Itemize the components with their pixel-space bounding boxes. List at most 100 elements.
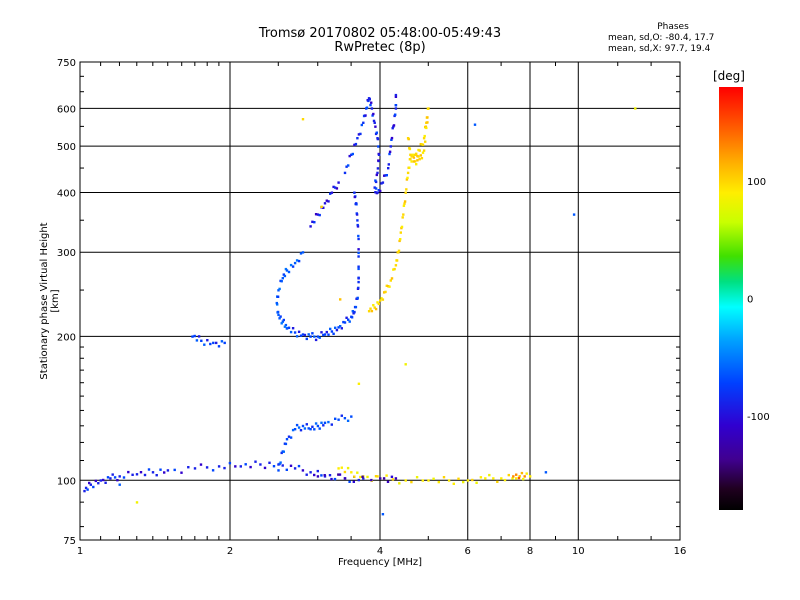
- y-tick-label: 750: [57, 58, 76, 69]
- y-tick-label: 300: [57, 248, 76, 259]
- data-point: [409, 153, 412, 156]
- data-point: [191, 335, 194, 338]
- data-point: [348, 154, 351, 158]
- phase-stats: Phases mean, sd,O: -80.4, 17.7 mean, sd,…: [608, 22, 738, 55]
- data-point: [289, 330, 293, 334]
- data-point: [320, 421, 323, 424]
- data-point: [334, 186, 337, 189]
- data-point: [322, 424, 325, 427]
- data-point: [398, 482, 401, 485]
- data-point: [318, 427, 321, 430]
- data-point: [342, 320, 345, 324]
- data-point: [338, 473, 342, 476]
- data-point: [291, 327, 295, 330]
- data-point: [390, 277, 394, 280]
- data-point: [200, 339, 203, 342]
- data-point: [410, 480, 413, 484]
- data-point: [394, 264, 398, 267]
- data-point: [234, 465, 237, 468]
- data-point: [299, 334, 303, 337]
- data-point: [397, 249, 401, 252]
- data-point: [283, 325, 287, 328]
- data-point: [285, 468, 288, 471]
- data-point: [492, 477, 495, 480]
- data-point: [297, 330, 301, 333]
- data-point: [244, 463, 247, 466]
- data-point: [301, 118, 305, 121]
- data-point: [410, 160, 413, 163]
- data-point: [372, 119, 376, 123]
- data-point: [447, 479, 451, 482]
- data-point: [408, 147, 411, 150]
- data-point: [314, 213, 318, 216]
- data-point: [109, 477, 112, 480]
- data-point: [209, 342, 212, 346]
- x-tick-label: 16: [674, 546, 687, 557]
- data-point: [343, 171, 347, 175]
- data-point: [412, 160, 416, 163]
- data-point: [394, 107, 398, 110]
- data-point: [379, 189, 382, 193]
- data-point: [356, 296, 359, 300]
- data-point: [339, 298, 342, 301]
- data-point: [404, 363, 407, 366]
- data-point: [515, 473, 518, 476]
- data-point: [309, 428, 312, 431]
- data-point: [339, 325, 342, 328]
- data-point: [391, 478, 395, 481]
- data-point: [387, 163, 390, 166]
- data-point: [99, 479, 102, 482]
- data-point: [353, 310, 356, 314]
- data-point: [356, 219, 359, 222]
- chart-title: Tromsø 20170802 05:48:00-05:49:43 RwPret…: [230, 27, 530, 55]
- x-tick-label: 1: [77, 546, 83, 557]
- data-point: [390, 475, 394, 478]
- data-point: [239, 465, 242, 468]
- data-point: [337, 467, 340, 470]
- data-point: [278, 317, 281, 320]
- data-point: [427, 479, 430, 482]
- data-point: [309, 471, 312, 474]
- data-point: [496, 480, 499, 483]
- data-point: [355, 212, 358, 215]
- data-point: [281, 320, 284, 323]
- data-point: [423, 134, 426, 138]
- data-point: [500, 477, 503, 480]
- data-point: [277, 289, 280, 292]
- data-point: [377, 302, 380, 306]
- data-point: [276, 295, 280, 298]
- data-point: [278, 462, 281, 466]
- data-point: [277, 469, 280, 472]
- data-point: [376, 191, 379, 194]
- data-point: [357, 248, 360, 251]
- data-point: [345, 165, 348, 168]
- data-point: [437, 480, 440, 484]
- data-point: [442, 476, 446, 479]
- data-point: [254, 460, 257, 463]
- data-point: [375, 173, 378, 177]
- data-point: [357, 280, 360, 284]
- data-point: [279, 461, 282, 464]
- data-point: [397, 251, 400, 254]
- data-point: [475, 481, 478, 484]
- data-point: [408, 166, 411, 169]
- data-point: [367, 99, 370, 103]
- data-point: [275, 301, 278, 305]
- colorbar: [719, 87, 743, 510]
- data-point: [323, 421, 327, 424]
- data-point: [426, 121, 429, 124]
- data-point: [373, 306, 376, 309]
- data-point: [343, 321, 347, 324]
- data-point: [473, 123, 477, 126]
- data-point: [281, 277, 284, 280]
- data-point: [316, 475, 320, 478]
- data-point: [369, 103, 372, 107]
- data-point: [223, 341, 226, 345]
- data-point: [399, 238, 402, 241]
- data-point: [370, 478, 373, 482]
- data-point: [330, 423, 333, 426]
- data-point: [410, 155, 413, 158]
- data-point: [381, 298, 385, 301]
- data-point: [163, 471, 166, 474]
- data-point: [374, 307, 378, 311]
